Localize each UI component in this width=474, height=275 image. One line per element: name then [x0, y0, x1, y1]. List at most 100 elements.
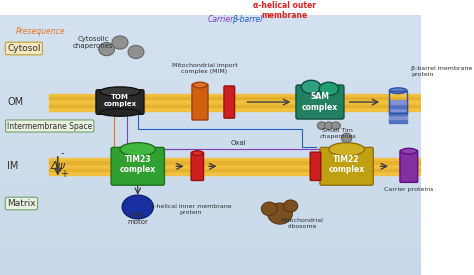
- Bar: [0, 70, 421, 71]
- Text: Cytosolic
chaperones: Cytosolic chaperones: [73, 36, 114, 49]
- Ellipse shape: [401, 148, 417, 154]
- Ellipse shape: [267, 203, 292, 224]
- Bar: [0, 154, 421, 155]
- Bar: [0, 210, 421, 211]
- Ellipse shape: [317, 122, 326, 130]
- Bar: [0, 265, 421, 266]
- Bar: [49, 104, 421, 107]
- Bar: [0, 187, 421, 188]
- Bar: [0, 134, 421, 135]
- Bar: [0, 170, 421, 171]
- Bar: [0, 201, 421, 202]
- Bar: [0, 270, 421, 271]
- Bar: [0, 236, 421, 237]
- Bar: [0, 152, 421, 153]
- Bar: [0, 232, 421, 233]
- Bar: [0, 113, 421, 114]
- Bar: [0, 166, 421, 167]
- Bar: [0, 193, 421, 194]
- Bar: [0, 183, 421, 184]
- Bar: [0, 138, 421, 139]
- Bar: [0, 194, 421, 195]
- Bar: [0, 31, 421, 32]
- Bar: [0, 103, 421, 104]
- Bar: [389, 111, 407, 115]
- Bar: [0, 142, 421, 143]
- Ellipse shape: [193, 82, 207, 88]
- Bar: [0, 208, 421, 209]
- Bar: [0, 157, 421, 158]
- Bar: [0, 87, 421, 88]
- Bar: [0, 101, 421, 102]
- Bar: [0, 228, 421, 229]
- Bar: [0, 254, 421, 255]
- Bar: [0, 44, 421, 45]
- Bar: [0, 95, 421, 96]
- Bar: [0, 75, 421, 76]
- Bar: [0, 229, 421, 230]
- Ellipse shape: [192, 151, 203, 155]
- Bar: [0, 67, 421, 68]
- Bar: [0, 211, 421, 212]
- Bar: [0, 226, 421, 227]
- Bar: [0, 24, 421, 26]
- Bar: [0, 68, 421, 69]
- Text: Δψ: Δψ: [50, 161, 65, 171]
- Bar: [0, 223, 421, 224]
- Bar: [0, 233, 421, 234]
- Bar: [0, 167, 421, 168]
- Bar: [0, 262, 421, 263]
- Bar: [0, 30, 421, 31]
- Bar: [49, 94, 421, 111]
- Bar: [0, 130, 421, 131]
- Bar: [0, 35, 421, 36]
- Bar: [0, 145, 421, 147]
- Bar: [0, 164, 421, 165]
- Text: IM: IM: [7, 161, 18, 171]
- Text: Mitochondrial
ribosome: Mitochondrial ribosome: [281, 218, 324, 229]
- Ellipse shape: [128, 45, 144, 59]
- Bar: [0, 215, 421, 216]
- Bar: [0, 144, 421, 145]
- Bar: [0, 151, 421, 152]
- Bar: [0, 140, 421, 141]
- Bar: [0, 139, 421, 140]
- Bar: [0, 37, 421, 38]
- Bar: [0, 98, 421, 99]
- Text: Presequence: Presequence: [16, 27, 65, 36]
- Bar: [0, 97, 421, 98]
- Bar: [0, 248, 421, 249]
- Ellipse shape: [100, 109, 140, 116]
- Bar: [0, 163, 421, 164]
- Bar: [0, 117, 421, 118]
- Bar: [49, 161, 421, 164]
- Bar: [0, 62, 421, 63]
- Bar: [0, 43, 421, 44]
- FancyBboxPatch shape: [96, 90, 144, 114]
- Bar: [0, 57, 421, 58]
- Bar: [0, 59, 421, 60]
- FancyBboxPatch shape: [310, 152, 321, 180]
- Bar: [0, 88, 421, 89]
- Bar: [0, 244, 421, 245]
- Bar: [389, 108, 407, 111]
- Bar: [0, 78, 421, 79]
- Bar: [0, 38, 421, 39]
- Bar: [0, 247, 421, 248]
- Bar: [0, 269, 421, 270]
- Bar: [0, 81, 421, 82]
- Text: α-helical inner membrane
protein: α-helical inner membrane protein: [150, 204, 232, 215]
- Bar: [0, 204, 421, 205]
- Bar: [0, 53, 421, 54]
- Text: Carrier: Carrier: [207, 15, 234, 24]
- Bar: [0, 272, 421, 273]
- Bar: [0, 190, 421, 191]
- Bar: [0, 18, 421, 19]
- Bar: [0, 65, 421, 66]
- Bar: [0, 131, 421, 132]
- Bar: [0, 125, 421, 126]
- Bar: [0, 207, 421, 208]
- Bar: [0, 118, 421, 119]
- Bar: [0, 52, 421, 53]
- Text: Carrier proteins: Carrier proteins: [384, 187, 434, 192]
